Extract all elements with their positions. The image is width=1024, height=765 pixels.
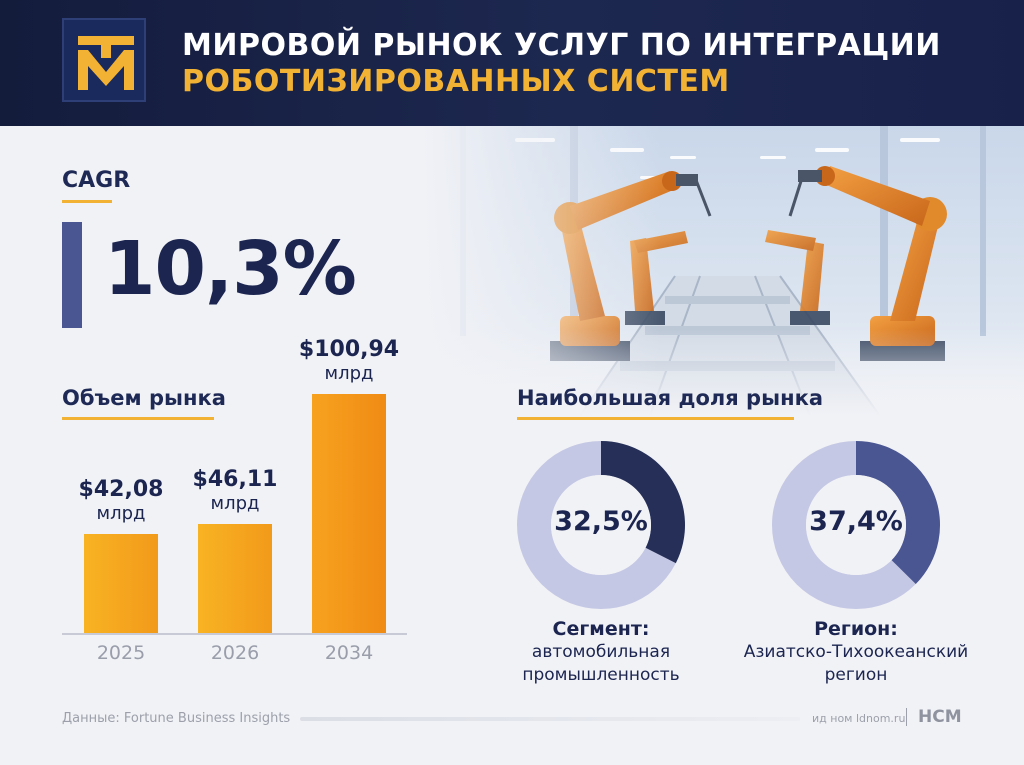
bar-unit: млрд [210,493,260,514]
footer-divider [300,717,800,721]
data-source: Данные: Fortune Business Insights [62,711,291,726]
bar-value-label-2034: $100,94 млрд [289,338,409,386]
page-title-line2: РОБОТИЗИРОВАННЫХ СИСТЕМ [182,64,730,99]
bar-value: $42,08 [78,477,164,502]
region-caption-head: Регион: [814,618,898,640]
segment-donut-hole [551,475,651,575]
bar-chart-baseline [62,633,407,635]
bar-2034 [312,394,386,633]
bar-value: $46,11 [192,467,278,492]
market-volume-underline [62,417,214,420]
region-caption-line1: Азиатско-Тихоокеанский [743,642,969,662]
tm-logo-icon [62,18,146,102]
footer-site: ид ном ldnom.ru [812,712,906,725]
segment-donut-chart [517,441,685,609]
bar-2025 [84,534,158,633]
cagr-label: CAGR [62,168,131,193]
year-label-2026: 2026 [210,642,260,664]
segment-caption-line2: промышленность [522,665,680,685]
bar-2026 [198,524,272,633]
segment-donut-share-slice [601,441,685,564]
bar-unit: млрд [96,503,146,524]
cagr-value: 10,3% [104,226,357,312]
bar-value: $100,94 [298,337,400,362]
segment-caption-line1: автомобильная [531,642,671,662]
region-caption: Регион: Азиатско-Тихоокеанский регион [728,618,984,687]
cagr-accent-bar [62,222,82,328]
year-label-2025: 2025 [96,642,146,664]
region-donut-chart [772,441,940,609]
market-volume-title: Объем рынка [62,386,226,410]
region-donut-hole [806,475,906,575]
year-label-2034: 2034 [324,642,374,664]
bar-unit: млрд [324,363,374,384]
segment-donut-value: 32,5% [554,506,648,537]
region-caption-line2: регион [824,665,888,685]
footer-brand-logo: НСМ [918,707,962,727]
segment-caption-head: Сегмент: [552,618,650,640]
header-banner: МИРОВОЙ РЫНОК УСЛУГ ПО ИНТЕГРАЦИИ РОБОТИ… [0,0,1024,126]
cagr-underline [62,200,112,203]
region-donut-value: 37,4% [809,506,903,537]
largest-share-title: Наибольшая доля рынка [517,386,823,410]
page-title-line1: МИРОВОЙ РЫНОК УСЛУГ ПО ИНТЕГРАЦИИ [182,28,941,63]
segment-caption: Сегмент: автомобильная промышленность [496,618,706,687]
footer-separator [906,708,907,726]
bar-value-label-2026: $46,11 млрд [175,468,295,516]
largest-share-underline [517,417,794,420]
bar-value-label-2025: $42,08 млрд [61,478,181,526]
region-donut-share-slice [856,441,940,585]
